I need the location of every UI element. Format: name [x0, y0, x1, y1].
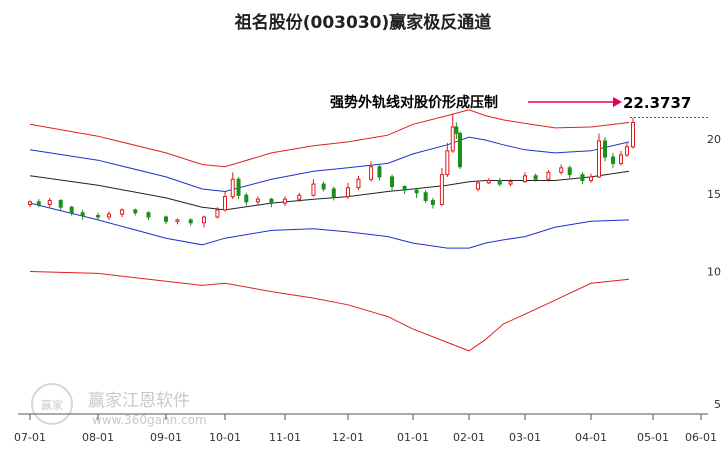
candle-body [223, 196, 227, 211]
y-tick-label: 15 [707, 188, 721, 201]
candle-body [559, 167, 564, 173]
candle-body [297, 194, 302, 200]
candle-body [283, 198, 287, 204]
candle-body [356, 178, 361, 189]
annotation-text: 强势外轨线对股价形成压制 [330, 94, 498, 111]
candle-body [96, 215, 100, 218]
x-tick-label: 10-01 [209, 431, 241, 444]
candle-body [120, 209, 125, 215]
candle-body [508, 181, 513, 185]
candle-body [188, 219, 193, 224]
middle-line [29, 170, 630, 211]
inner-lower-line [29, 202, 630, 249]
candle-body [546, 171, 551, 180]
candle-body [430, 199, 435, 205]
candle-body [625, 146, 629, 156]
candle-body [36, 201, 41, 205]
candle-body [269, 198, 274, 204]
candle-body [311, 183, 316, 196]
candle-body [28, 201, 32, 205]
y-tick-label: 5 [714, 398, 721, 411]
annotation-arrowhead-icon [613, 97, 622, 107]
x-tick-label: 02-01 [453, 431, 485, 444]
x-tick-label: 04-01 [575, 431, 607, 444]
x-axis-ticks: 07-01 08-01 09-01 10-01 11-01 12-01 01-01 02-01… [14, 414, 717, 444]
candle-body [230, 178, 235, 198]
x-tick-label: 12-01 [332, 431, 364, 444]
candle-body [597, 140, 601, 178]
candle-body [244, 194, 249, 203]
x-tick-label: 07-01 [14, 431, 46, 444]
candle-body [611, 156, 615, 164]
candle-body [80, 212, 85, 217]
x-tick-label: 01-01 [397, 431, 429, 444]
candle-body [202, 216, 207, 224]
candle-body [533, 175, 538, 180]
candle-body [423, 192, 428, 201]
watermark-url: www.360gann.com [92, 413, 207, 427]
x-tick-label: 03-01 [509, 431, 541, 444]
candle-body [369, 166, 374, 180]
candle-body [523, 175, 527, 183]
candles [28, 113, 635, 228]
candle-body [255, 198, 260, 203]
candle-body [450, 126, 455, 152]
outer-lower-line [29, 271, 630, 352]
x-tick-label: 11-01 [269, 431, 301, 444]
candle-body [445, 150, 450, 176]
x-tick-label: 09-01 [150, 431, 182, 444]
x-tick-label: 06-01 [685, 431, 717, 444]
x-tick-label: 05-01 [637, 431, 669, 444]
candle-body [619, 154, 623, 164]
y-tick-label: 10 [707, 266, 721, 279]
candle-body [58, 199, 63, 208]
annotation: 强势外轨线对股价形成压制 22.3737 [330, 94, 691, 112]
candle-body [476, 182, 481, 190]
candle-body [236, 178, 241, 196]
y-axis-ticks: 5 10 15 20 [707, 133, 721, 411]
x-tick-label: 08-01 [82, 431, 114, 444]
chart-title: 祖名股份(003030)赢家极反通道 [234, 12, 492, 33]
candle-body [215, 209, 220, 218]
candle-body [390, 176, 395, 187]
inner-upper-line [29, 136, 630, 193]
candle-body [402, 185, 407, 191]
candle-body [146, 212, 151, 218]
candle-body [164, 216, 168, 222]
candle-body [603, 140, 607, 158]
candle-body [414, 189, 419, 194]
candle-body [331, 188, 336, 198]
outer-upper-line [29, 109, 630, 168]
candle-body [567, 167, 572, 176]
annotation-value: 22.3737 [623, 94, 691, 112]
watermark-name: 赢家江恩软件 [88, 391, 190, 411]
candle-body [321, 183, 326, 190]
candle-body [69, 206, 74, 214]
watermark-logo-text: 赢家 [41, 398, 63, 412]
candle-body [497, 179, 502, 185]
candle-body [589, 176, 593, 181]
candle-body [580, 174, 585, 181]
candle-body [439, 174, 444, 205]
candle-body [106, 213, 111, 218]
candle-body [47, 199, 52, 205]
candle-body [175, 219, 180, 222]
candle-body [486, 179, 491, 184]
candle-body [133, 209, 138, 214]
candle-body [454, 126, 459, 134]
candle-body [631, 122, 635, 148]
candle-body [457, 132, 462, 168]
watermark: 赢家 赢家江恩软件 www.360gann.com [31, 383, 207, 427]
candle-body [346, 187, 350, 198]
watermark-logo-icon [31, 383, 73, 425]
band-lines [29, 109, 710, 352]
candle-body [377, 166, 382, 178]
y-tick-label: 20 [707, 133, 721, 146]
